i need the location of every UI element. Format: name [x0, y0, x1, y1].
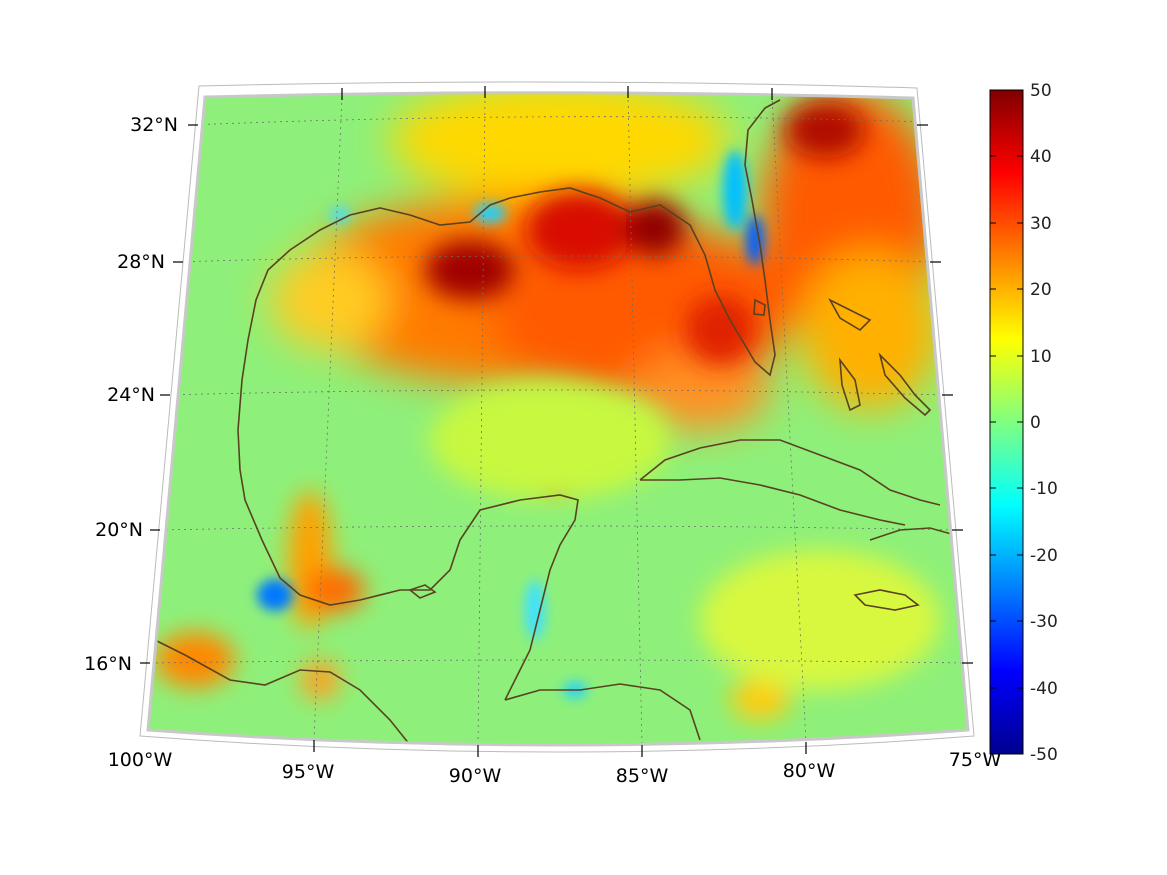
lon-label: 75°W — [949, 749, 1002, 771]
lon-label: 85°W — [616, 765, 669, 787]
lon-label: 90°W — [449, 765, 502, 787]
grid-lat-16 — [149, 659, 966, 664]
colorbar-label: 30 — [1030, 214, 1052, 234]
colorbar-label: 50 — [1030, 81, 1052, 101]
coast-bahamas-3 — [878, 352, 932, 417]
graticule — [149, 93, 966, 746]
map-field — [148, 92, 968, 746]
lon-label: 100°W — [108, 749, 173, 771]
grid-lon-85 — [627, 93, 643, 746]
lat-label: 20°N — [95, 519, 143, 541]
colorbar-label: 0 — [1030, 413, 1041, 433]
coast-lake-okeechobee — [753, 298, 766, 316]
coast-bahamas-2 — [838, 357, 861, 412]
lat-labels: 32°N 28°N 24°N 20°N 16°N — [84, 114, 178, 675]
map-frame-outer — [139, 81, 975, 753]
coast-us-gulf — [237, 99, 781, 471]
frame-ticks — [140, 86, 973, 757]
colorbar-label: -10 — [1030, 479, 1058, 499]
coast-yucatan-island — [408, 584, 437, 599]
coastline — [154, 99, 956, 746]
map-frame — [146, 91, 970, 747]
colorbar-label: 10 — [1030, 347, 1052, 367]
grid-lat-28 — [174, 255, 936, 263]
coast-mexico — [239, 469, 579, 701]
coast-central-america — [504, 683, 701, 741]
coast-bahamas-1 — [828, 298, 872, 332]
colorbar-label: -50 — [1030, 745, 1058, 765]
anomaly-warm-south — [155, 380, 940, 720]
lat-label: 28°N — [117, 251, 165, 273]
coast-cuba-south — [640, 477, 906, 526]
lon-labels: 100°W 95°W 90°W 85°W 80°W 75°W — [108, 749, 1002, 787]
colorbar: 50 40 30 20 10 0 -10 -20 -30 -40 -50 — [989, 81, 1058, 765]
colorbar-label: 20 — [1030, 280, 1052, 300]
grid-lat-32 — [189, 116, 926, 126]
coast-jamaica — [853, 589, 920, 611]
coast-cuba — [639, 439, 941, 506]
lat-label: 16°N — [84, 653, 132, 675]
colorbar-label: -20 — [1030, 546, 1058, 566]
coast-pacific — [154, 639, 411, 746]
lon-label: 80°W — [783, 760, 836, 782]
colorbar-label: -30 — [1030, 612, 1058, 632]
grid-lat-20 — [159, 525, 956, 531]
coast-hispaniola — [869, 527, 956, 541]
grid-lon-90 — [477, 94, 486, 746]
colorbar-label: 40 — [1030, 147, 1052, 167]
colorbar-ticks — [990, 155, 1023, 689]
lon-label: 95°W — [282, 761, 335, 783]
colorbar-label: -40 — [1030, 679, 1058, 699]
lat-label: 24°N — [107, 384, 155, 406]
lat-label: 32°N — [130, 114, 178, 136]
